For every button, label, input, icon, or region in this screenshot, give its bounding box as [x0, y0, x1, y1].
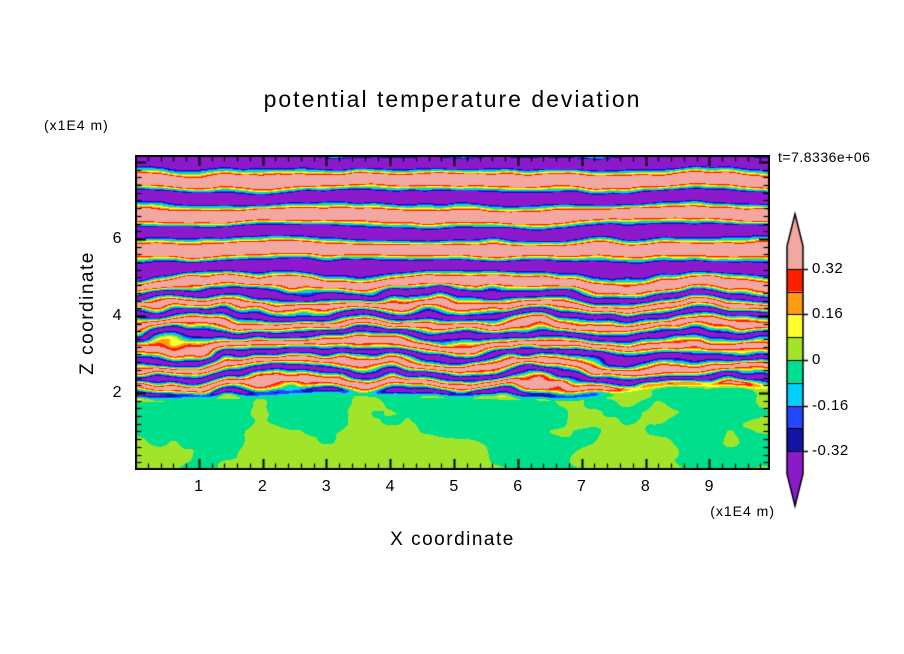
colorbar-tick-label: 0.32 — [812, 259, 844, 277]
colorbar-tick-label: 0 — [812, 351, 821, 368]
x-tick-label: 1 — [194, 478, 204, 495]
time-annotation: t=7.8336e+06 — [778, 149, 871, 165]
y-tick-label: 4 — [112, 306, 122, 324]
colorbar-tick-label: 0.16 — [812, 305, 844, 323]
x-tick-label: 2 — [257, 478, 268, 495]
chart-title: potential temperature deviation — [263, 86, 642, 112]
x-tick-label: 3 — [321, 478, 332, 495]
x-tick-label: 9 — [704, 478, 715, 495]
x-tick-label: 6 — [513, 478, 523, 495]
colorbar-canvas — [780, 210, 830, 512]
y-axis-unit-label: (x1E4 m) — [44, 117, 109, 133]
heatmap-canvas — [135, 155, 770, 470]
x-tick-label: 4 — [385, 478, 395, 495]
colorbar-tick-label: -0.32 — [812, 442, 849, 460]
x-tick-label: 8 — [640, 478, 651, 495]
y-tick-label: 6 — [112, 229, 122, 247]
x-tick-label: 7 — [577, 478, 587, 495]
x-axis-label: X coordinate — [390, 529, 515, 550]
colorbar-tick-label: -0.16 — [812, 396, 849, 414]
x-axis-unit-label: (x1E4 m) — [710, 503, 775, 519]
y-tick-label: 2 — [112, 383, 122, 401]
x-tick-label: 5 — [449, 478, 459, 495]
